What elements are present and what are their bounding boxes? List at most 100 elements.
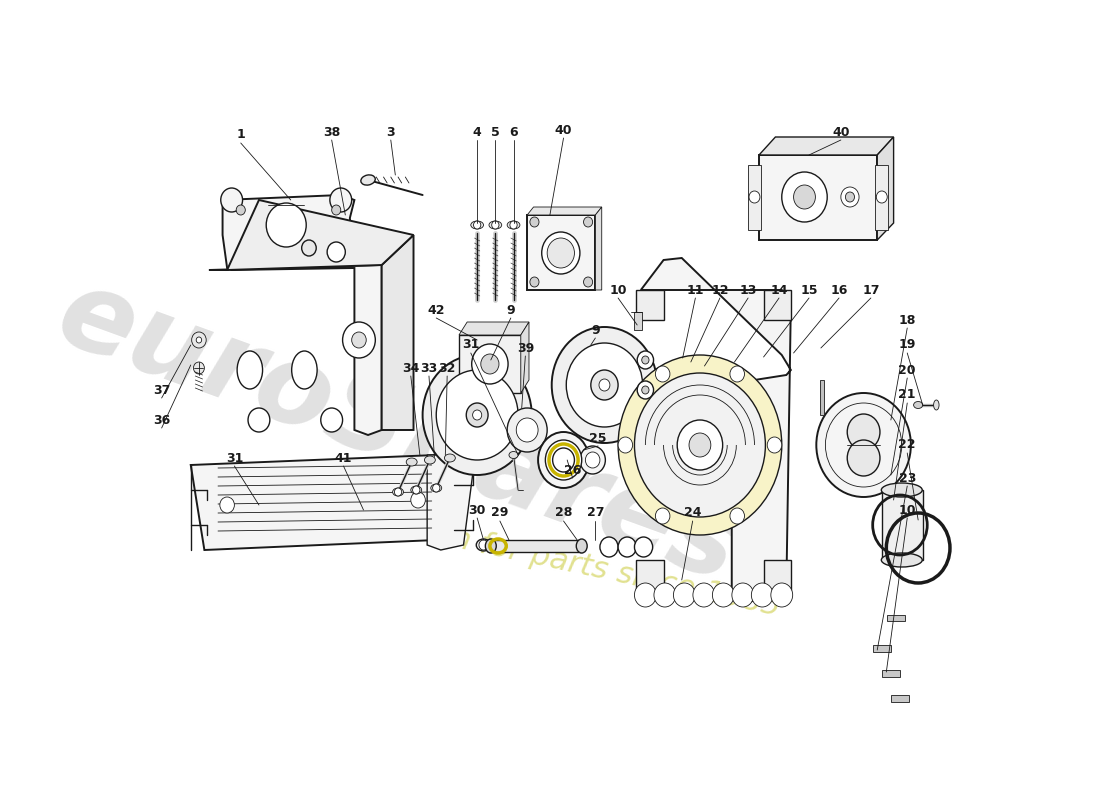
Text: 15: 15	[801, 283, 817, 297]
Polygon shape	[759, 137, 893, 155]
Circle shape	[751, 583, 773, 607]
Ellipse shape	[507, 221, 520, 229]
Text: 13: 13	[739, 283, 757, 297]
Ellipse shape	[541, 232, 580, 274]
Circle shape	[656, 508, 670, 524]
Ellipse shape	[406, 458, 417, 466]
Ellipse shape	[914, 402, 923, 409]
Ellipse shape	[471, 221, 484, 229]
Circle shape	[846, 192, 855, 202]
Ellipse shape	[425, 456, 436, 464]
Text: 25: 25	[590, 431, 607, 445]
Circle shape	[618, 355, 782, 535]
Text: 20: 20	[899, 363, 916, 377]
Circle shape	[395, 488, 402, 496]
Text: 30: 30	[469, 503, 486, 517]
Text: 40: 40	[832, 126, 849, 138]
Ellipse shape	[444, 454, 455, 462]
Ellipse shape	[576, 539, 587, 553]
Circle shape	[689, 433, 711, 457]
Circle shape	[585, 452, 600, 468]
Text: 32: 32	[439, 362, 455, 374]
Bar	[748, 165, 761, 230]
Circle shape	[600, 379, 609, 391]
Text: 22: 22	[899, 438, 916, 451]
Circle shape	[730, 508, 745, 524]
Text: 1: 1	[236, 129, 245, 142]
Circle shape	[635, 373, 766, 517]
Bar	[891, 695, 909, 702]
Circle shape	[656, 366, 670, 382]
Polygon shape	[520, 322, 529, 393]
Bar	[882, 670, 900, 677]
Text: 28: 28	[554, 506, 572, 519]
Text: 9: 9	[591, 323, 600, 337]
Circle shape	[481, 354, 499, 374]
Circle shape	[266, 203, 306, 247]
Ellipse shape	[934, 400, 939, 410]
Circle shape	[507, 408, 547, 452]
Polygon shape	[491, 540, 582, 552]
Circle shape	[432, 484, 440, 492]
Polygon shape	[209, 265, 382, 435]
Circle shape	[321, 408, 342, 432]
Circle shape	[618, 537, 636, 557]
Circle shape	[782, 172, 827, 222]
Circle shape	[410, 492, 426, 508]
Circle shape	[749, 191, 760, 203]
Text: 31: 31	[462, 338, 480, 351]
Circle shape	[637, 351, 653, 369]
Ellipse shape	[881, 483, 922, 497]
Text: a passion for parts since 1985: a passion for parts since 1985	[326, 498, 783, 622]
Polygon shape	[427, 455, 473, 550]
Polygon shape	[763, 560, 791, 590]
Circle shape	[191, 332, 206, 348]
Polygon shape	[382, 235, 414, 430]
Ellipse shape	[547, 238, 574, 268]
Circle shape	[771, 583, 793, 607]
Text: euroSpàres: euroSpàres	[44, 255, 756, 605]
Circle shape	[546, 440, 582, 480]
Circle shape	[641, 386, 649, 394]
Circle shape	[330, 188, 352, 212]
Ellipse shape	[476, 539, 491, 551]
Text: 33: 33	[420, 362, 438, 374]
Circle shape	[472, 344, 508, 384]
Text: 26: 26	[564, 463, 581, 477]
Text: 11: 11	[686, 283, 704, 297]
Circle shape	[635, 537, 652, 557]
Circle shape	[713, 583, 734, 607]
Bar	[527, 215, 595, 290]
Text: 19: 19	[899, 338, 916, 351]
Text: 29: 29	[492, 506, 508, 519]
Circle shape	[473, 221, 481, 229]
Circle shape	[220, 497, 234, 513]
Text: 6: 6	[509, 126, 518, 138]
Polygon shape	[641, 258, 791, 602]
Circle shape	[730, 366, 745, 382]
Circle shape	[516, 418, 538, 442]
Text: 27: 27	[586, 506, 604, 519]
Circle shape	[591, 370, 618, 400]
Ellipse shape	[431, 484, 442, 492]
Circle shape	[877, 191, 888, 203]
Ellipse shape	[361, 175, 375, 185]
Text: 10: 10	[899, 503, 916, 517]
Polygon shape	[877, 137, 893, 240]
Circle shape	[530, 217, 539, 227]
Text: 18: 18	[899, 314, 916, 326]
Circle shape	[552, 327, 657, 443]
Ellipse shape	[292, 351, 317, 389]
Circle shape	[221, 188, 243, 212]
Circle shape	[635, 583, 657, 607]
Ellipse shape	[410, 486, 421, 494]
Bar	[888, 615, 905, 621]
Text: 9: 9	[506, 303, 515, 317]
Text: 16: 16	[830, 283, 848, 297]
Text: 34: 34	[403, 362, 419, 374]
Circle shape	[194, 362, 205, 374]
Text: 42: 42	[428, 303, 446, 317]
Circle shape	[732, 583, 754, 607]
Polygon shape	[459, 322, 529, 335]
Circle shape	[840, 187, 859, 207]
